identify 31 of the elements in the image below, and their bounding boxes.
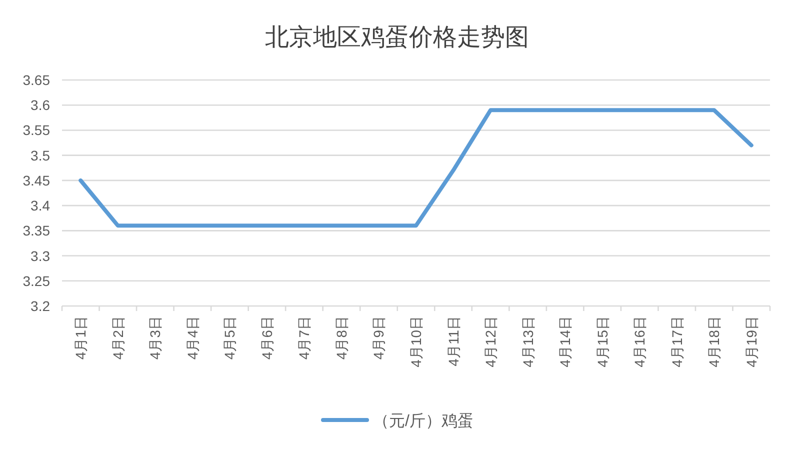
x-tick-label: 4月3日 bbox=[147, 316, 164, 360]
x-tick-label: 4月10日 bbox=[408, 316, 424, 368]
x-tick-label: 4月19日 bbox=[743, 316, 760, 368]
y-tick-label: 3.4 bbox=[30, 198, 50, 214]
x-tick-label: 4月8日 bbox=[333, 316, 350, 360]
x-tick-label: 4月14日 bbox=[557, 316, 574, 368]
x-tick-label: 4月6日 bbox=[258, 316, 275, 360]
x-tick-label: 4月12日 bbox=[482, 316, 499, 368]
x-tick-label: 4月2日 bbox=[110, 316, 126, 360]
x-tick-label: 4月4日 bbox=[184, 316, 200, 360]
x-tick-label: 4月17日 bbox=[668, 316, 685, 368]
y-tick-label: 3.3 bbox=[30, 248, 50, 264]
x-tick-label: 4月5日 bbox=[222, 316, 238, 360]
x-tick-label: 4月13日 bbox=[520, 316, 536, 368]
x-tick-label: 4月16日 bbox=[632, 316, 648, 368]
y-tick-label: 3.25 bbox=[22, 272, 50, 289]
y-tick-label: 3.2 bbox=[30, 298, 50, 314]
y-tick-label: 3.5 bbox=[30, 147, 50, 164]
y-tick-label: 3.35 bbox=[22, 222, 50, 239]
y-tick-label: 3.45 bbox=[22, 172, 50, 188]
y-tick-label: 3.55 bbox=[22, 122, 50, 138]
legend-label: （元/斤）鸡蛋 bbox=[373, 413, 474, 430]
x-tick-label: 4月1日 bbox=[72, 316, 89, 360]
y-tick-label: 3.6 bbox=[30, 97, 50, 114]
title: 北京地区鸡蛋价格走势图 bbox=[265, 25, 529, 51]
x-tick-label: 4月11日 bbox=[445, 316, 462, 366]
x-tick-label: 4月18日 bbox=[706, 316, 722, 368]
x-tick-label: 4月9日 bbox=[370, 316, 387, 360]
x-tick-label: 4月15日 bbox=[594, 316, 610, 368]
y-tick-label: 3.65 bbox=[22, 72, 50, 88]
x-tick-label: 4月7日 bbox=[296, 316, 312, 360]
